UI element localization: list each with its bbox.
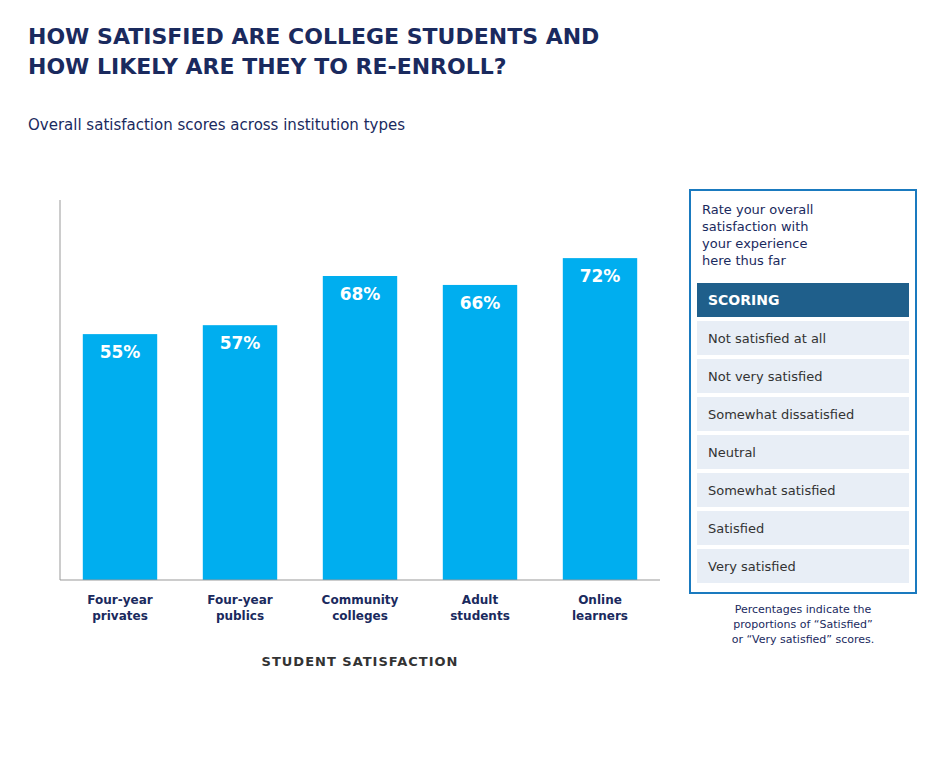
category-label: Four-yearpublics: [207, 593, 272, 623]
panel-border: [690, 190, 916, 593]
category-label: Adultstudents: [450, 593, 510, 623]
category-label: Onlinelearners: [572, 593, 628, 623]
subtitle: Overall satisfaction scores across insti…: [28, 116, 405, 134]
panel-item-bg: [697, 473, 909, 507]
panel-item: Somewhat dissatisfied: [708, 407, 854, 422]
category-label: Four-yearprivates: [87, 593, 152, 623]
panel-item: Neutral: [708, 445, 756, 460]
category-label: Communitycolleges: [322, 593, 399, 623]
panel-note: Percentages indicate theproportions of “…: [732, 603, 875, 646]
title: HOW SATISFIED ARE COLLEGE STUDENTS ANDHO…: [28, 24, 599, 79]
data-label: 68%: [340, 284, 381, 304]
panel-item-bg: [697, 435, 909, 469]
background: [0, 0, 936, 780]
bar: [83, 334, 157, 580]
panel-item-bg: [697, 359, 909, 393]
bar: [203, 325, 277, 580]
bar: [563, 258, 637, 580]
data-label: 66%: [460, 293, 501, 313]
bar: [443, 285, 517, 580]
panel-item: Very satisfied: [708, 559, 796, 574]
panel-item-bg: [697, 549, 909, 583]
scoring-panel: Rate your overallsatisfaction withyour e…: [690, 190, 916, 593]
panel-item: Satisfied: [708, 521, 764, 536]
bar: [323, 276, 397, 580]
panel-item-bg: [697, 511, 909, 545]
panel-title: Rate your overallsatisfaction withyour e…: [702, 202, 813, 268]
panel-item-bg: [697, 397, 909, 431]
x-axis-label: STUDENT SATISFACTION: [262, 654, 459, 669]
panel-header-bg: [697, 283, 909, 317]
panel-item: Somewhat satisfied: [708, 483, 836, 498]
data-label: 55%: [100, 342, 141, 362]
panel-item: Not satisfied at all: [708, 331, 826, 346]
panel-item: Not very satisfied: [708, 369, 822, 384]
panel-header: SCORING: [708, 292, 779, 308]
bars: [83, 258, 637, 580]
panel-item-bg: [697, 321, 909, 355]
labels: 55% Four-yearprivates 57% Four-yearpublics 6…: [87, 266, 628, 623]
y-axis-line: [60, 200, 61, 580]
data-label: 57%: [220, 333, 261, 353]
data-label: 72%: [580, 266, 621, 286]
x-axis-line: [60, 580, 660, 581]
chart: HOW SATISFIED ARE COLLEGE STUDENTS ANDHO…: [0, 0, 936, 780]
